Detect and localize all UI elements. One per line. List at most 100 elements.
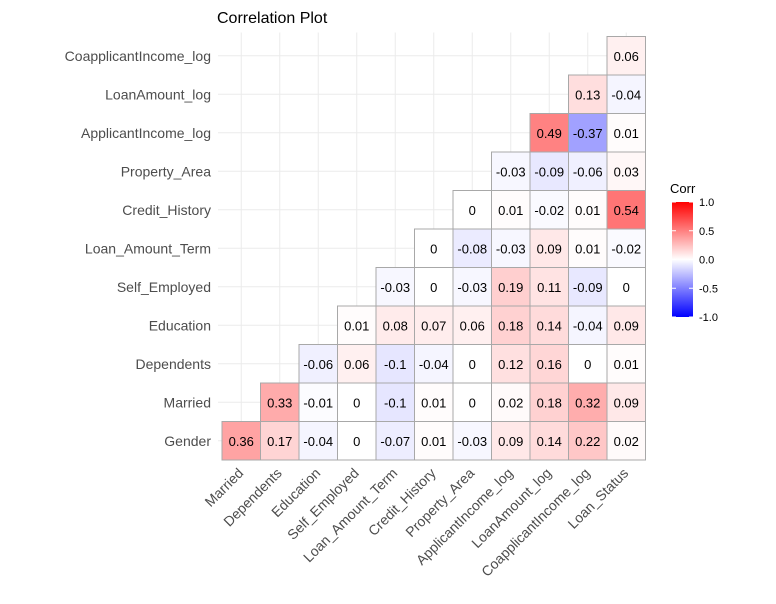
cell-label-dependents-credit-history: -0.04 <box>419 357 449 372</box>
cell-label-self-employed-loanamount-log: 0.11 <box>537 280 561 295</box>
heatmap-cell-self-employed-loan-amount-term <box>375 267 415 307</box>
cell-label-dependents-applicantincome-log: 0.12 <box>498 357 523 372</box>
heatmap-cell-loan-amount-term-loanamount-log <box>529 228 569 268</box>
heatmap-cell-applicantincome-log-loanamount-log <box>529 113 569 153</box>
cell-label-gender-property-area: -0.03 <box>457 434 487 449</box>
cell-label-credit-history-property-area: 0 <box>469 203 476 218</box>
cell-label-gender-loan-status: 0.02 <box>614 434 639 449</box>
cell-label-gender-credit-history: 0.01 <box>421 434 446 449</box>
heatmap-cell-dependents-self-employed <box>337 344 377 384</box>
cell-label-education-property-area: 0.06 <box>460 318 485 333</box>
heatmap-cell-self-employed-loanamount-log <box>529 267 569 307</box>
cell-label-credit-history-loanamount-log: -0.02 <box>534 203 564 218</box>
cell-label-loanamount-log-loan-status: -0.04 <box>611 87 641 102</box>
y-tick-label-loanamount-log: LoanAmount_log <box>105 86 211 102</box>
heatmap-cell-applicantincome-log-loan-status <box>606 113 646 153</box>
heatmap-cell-loan-amount-term-loan-status <box>606 228 646 268</box>
cell-label-loan-amount-term-applicantincome-log: -0.03 <box>496 241 526 256</box>
cell-label-self-employed-coapplicantincome-log: -0.09 <box>573 280 603 295</box>
cell-label-dependents-education: -0.06 <box>303 357 333 372</box>
cell-label-married-credit-history: 0.01 <box>421 395 446 410</box>
cell-label-married-self-employed: 0 <box>353 395 360 410</box>
cell-label-education-applicantincome-log: 0.18 <box>498 318 523 333</box>
y-tick-label-property-area: Property_Area <box>121 163 211 179</box>
cell-label-property-area-loanamount-log: -0.09 <box>534 164 564 179</box>
heatmap-cell-married-applicantincome-log <box>491 382 531 422</box>
cell-label-education-coapplicantincome-log: -0.04 <box>573 318 603 333</box>
legend-tick-label: -0.5 <box>699 283 718 295</box>
cell-label-married-loanamount-log: 0.18 <box>537 395 562 410</box>
heatmap-cell-dependents-loan-amount-term <box>375 344 415 384</box>
cell-label-loan-amount-term-loan-status: -0.02 <box>611 241 641 256</box>
heatmap-cell-married-credit-history <box>414 382 454 422</box>
heatmap-cell-education-self-employed <box>337 305 377 345</box>
heatmap-cell-married-loan-status <box>606 382 646 422</box>
heatmap-cell-married-loan-amount-term <box>375 382 415 422</box>
heatmap-cell-gender-loan-status <box>606 421 646 461</box>
cell-label-credit-history-coapplicantincome-log: 0.01 <box>575 203 600 218</box>
heatmap-cell-gender-education <box>298 421 338 461</box>
y-tick-label-credit-history: Credit_History <box>122 202 211 218</box>
cell-label-dependents-self-employed: 0.06 <box>344 357 369 372</box>
cell-label-education-loanamount-log: 0.14 <box>537 318 562 333</box>
cell-label-applicantincome-log-coapplicantincome-log: -0.37 <box>573 126 603 141</box>
legend-tick-label: 0.5 <box>699 226 714 238</box>
cell-label-gender-married: 0.36 <box>229 434 254 449</box>
cell-label-gender-applicantincome-log: 0.09 <box>498 434 523 449</box>
y-tick-label-dependents: Dependents <box>135 356 211 372</box>
heatmap-cell-self-employed-applicantincome-log <box>491 267 531 307</box>
heatmap-cell-gender-loan-amount-term <box>375 421 415 461</box>
heatmap-cell-loanamount-log-coapplicantincome-log <box>568 74 608 114</box>
y-tick-label-gender: Gender <box>164 433 211 449</box>
x-axis-labels: MarriedDependentsEducationSelf_EmployedL… <box>201 465 631 580</box>
heatmap-cell-credit-history-loan-status <box>606 190 646 230</box>
cell-label-loan-amount-term-credit-history: 0 <box>430 241 437 256</box>
cell-label-education-self-employed: 0.01 <box>344 318 369 333</box>
cell-label-gender-self-employed: 0 <box>353 434 360 449</box>
heatmap-cells <box>221 36 646 461</box>
y-tick-label-self-employed: Self_Employed <box>117 279 211 295</box>
heatmap-cell-loan-amount-term-applicantincome-log <box>491 228 531 268</box>
cell-label-applicantincome-log-loan-status: 0.01 <box>614 126 639 141</box>
y-tick-label-coapplicantincome-log: CoapplicantIncome_log <box>65 48 211 64</box>
heatmap-cell-dependents-credit-history <box>414 344 454 384</box>
heatmap-cell-education-coapplicantincome-log <box>568 305 608 345</box>
cell-label-dependents-loan-amount-term: -0.1 <box>384 357 406 372</box>
heatmap-cell-loanamount-log-loan-status <box>606 74 646 114</box>
y-tick-label-loan-amount-term: Loan_Amount_Term <box>85 240 211 256</box>
legend-title: Corr <box>670 181 696 196</box>
heatmap-cell-loan-amount-term-coapplicantincome-log <box>568 228 608 268</box>
legend: Corr 1.0 0.5 0.0 -0.5 -1.0 <box>670 181 718 324</box>
cell-label-gender-dependents: 0.17 <box>267 434 292 449</box>
heatmap-cell-dependents-loan-status <box>606 344 646 384</box>
heatmap-cell-property-area-applicantincome-log <box>491 151 531 191</box>
cell-label-dependents-coapplicantincome-log: 0 <box>584 357 591 372</box>
legend-tick-label: 0.0 <box>699 255 714 267</box>
cell-label-married-applicantincome-log: 0.02 <box>498 395 523 410</box>
cell-label-self-employed-applicantincome-log: 0.19 <box>498 280 523 295</box>
y-axis-labels: Gender Married Dependents Education Self_Emp… <box>65 48 212 449</box>
cell-label-self-employed-credit-history: 0 <box>430 280 437 295</box>
cell-label-dependents-property-area: 0 <box>469 357 476 372</box>
cell-label-self-employed-property-area: -0.03 <box>457 280 487 295</box>
heatmap-cell-married-education <box>298 382 338 422</box>
heatmap-cell-loan-amount-term-property-area <box>452 228 492 268</box>
legend-color-bar <box>672 202 693 317</box>
cell-label-education-loan-amount-term: 0.08 <box>383 318 408 333</box>
heatmap-cell-education-loan-status <box>606 305 646 345</box>
heatmap-cell-credit-history-property-area <box>452 190 492 230</box>
heatmap-cell-gender-credit-history <box>414 421 454 461</box>
heatmap-cell-self-employed-property-area <box>452 267 492 307</box>
cell-label-property-area-coapplicantincome-log: -0.06 <box>573 164 603 179</box>
cell-label-credit-history-applicantincome-log: 0.01 <box>498 203 523 218</box>
heatmap-cell-married-loanamount-log <box>529 382 569 422</box>
y-tick-label-married: Married <box>164 394 211 410</box>
cell-label-married-loan-amount-term: -0.1 <box>384 395 406 410</box>
cell-label-property-area-loan-status: 0.03 <box>614 164 639 179</box>
heatmap-cell-married-self-employed <box>337 382 377 422</box>
cell-label-loanamount-log-coapplicantincome-log: 0.13 <box>575 87 600 102</box>
heatmap-cell-coapplicantincome-log-loan-status <box>606 36 646 76</box>
cell-label-married-loan-status: 0.09 <box>614 395 639 410</box>
cell-label-property-area-applicantincome-log: -0.03 <box>496 164 526 179</box>
